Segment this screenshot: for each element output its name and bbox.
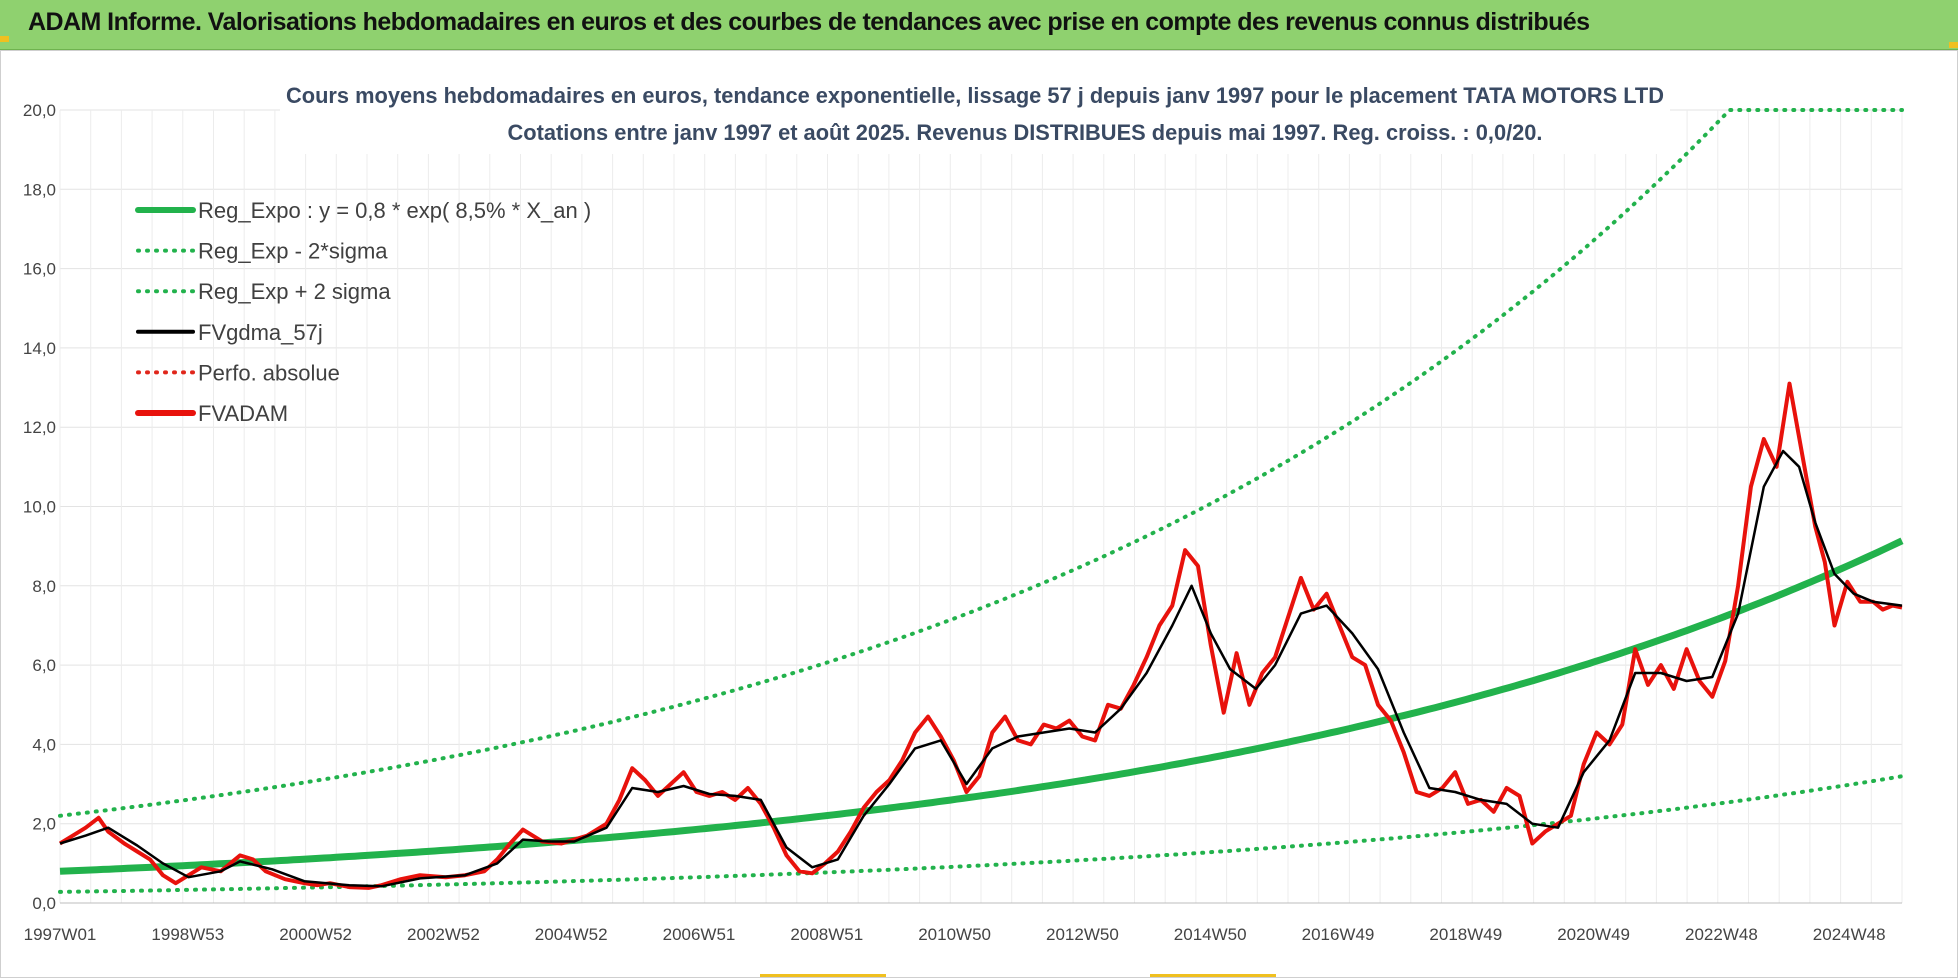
legend-label: Reg_Exp - 2*sigma [198,239,388,264]
header-bar: ADAM Informe. Valorisations hebdomadaire… [0,0,1958,50]
legend-label: FVgdma_57j [198,320,323,345]
legend-label: Perfo. absolue [198,360,340,385]
x-tick-label: 1998W53 [151,925,224,944]
legend-reg-expo: Reg_Expo : y = 0,8 * exp( 8,5% * X_an ) [135,198,591,223]
series-lines [58,381,1903,890]
legend-reg-exp-plus: Reg_Exp + 2 sigma [136,279,391,304]
legend-fvadam: FVADAM [135,401,288,426]
y-tick-label: 18,0 [23,180,56,199]
y-tick-label: 16,0 [23,260,56,279]
title-background [280,76,1670,154]
x-tick-label: 2010W50 [918,925,991,944]
x-tick-label: 2016W49 [1302,925,1375,944]
x-tick-label: 2008W51 [790,925,863,944]
fvgdma-line [59,449,1903,888]
x-tick-label: 2018W49 [1429,925,1502,944]
y-tick-label: 12,0 [23,418,56,437]
x-tick-label: 2024W48 [1813,925,1886,944]
y-tick-label: 4,0 [32,735,56,754]
page-title: ADAM Informe. Valorisations hebdomadaire… [28,8,1590,36]
x-tick-label: 2002W52 [407,925,480,944]
legend-perfo-absolue: Perfo. absolue [136,360,340,385]
grid [59,109,1903,904]
legend-label: Reg_Exp + 2 sigma [198,279,391,304]
bottom-marker-2 [1150,974,1276,978]
y-tick-label: 14,0 [23,339,56,358]
x-tick-label: 2006W51 [663,925,736,944]
x-tick-label: 2020W49 [1557,925,1630,944]
x-tick-label: 2022W48 [1685,925,1758,944]
y-tick-label: 8,0 [32,577,56,596]
chart-subtitle: Cotations entre janv 1997 et août 2025. … [508,120,1543,145]
x-axis-ticks: 1997W01 1998W53 2000W52 2002W52 2004W52 2006W… [24,925,1886,944]
corner-marker-left [0,36,9,42]
x-tick-label: 2000W52 [279,925,352,944]
x-tick-label: 2014W50 [1174,925,1247,944]
chart-title: Cours moyens hebdomadaires en euros, ten… [286,83,1664,108]
reg-expo-line [59,537,1904,875]
x-tick-label: 2004W52 [535,925,608,944]
y-tick-label: 0,0 [32,894,56,913]
corner-marker-right [1949,42,1958,48]
legend-label: FVADAM [198,401,288,426]
y-tick-label: 2,0 [32,815,56,834]
legend-reg-exp-minus: Reg_Exp - 2*sigma [136,239,388,264]
legend-label: Reg_Expo : y = 0,8 * exp( 8,5% * X_an ) [198,198,591,223]
regression-curve [59,537,1904,875]
legend: Reg_Expo : y = 0,8 * exp( 8,5% * X_an ) R… [135,198,591,426]
y-axis-ticks: 0,0 2,0 4,0 6,0 8,0 10,0 12,0 14,0 16,0 18,0 20,0 [23,101,56,913]
reg-exp-plus-2sigma-line [58,108,1904,818]
x-tick-label: 1997W01 [24,925,97,944]
bottom-marker-1 [760,974,886,978]
legend-fvgdma: FVgdma_57j [136,320,323,345]
y-tick-label: 10,0 [23,498,56,517]
y-tick-label: 20,0 [23,101,56,120]
y-tick-label: 6,0 [32,656,56,675]
x-tick-label: 2012W50 [1046,925,1119,944]
